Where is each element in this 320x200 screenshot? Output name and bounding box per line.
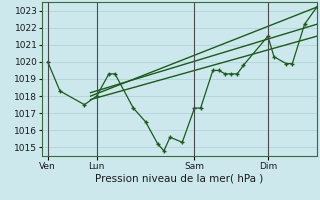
X-axis label: Pression niveau de la mer( hPa ): Pression niveau de la mer( hPa ) [95, 173, 263, 183]
